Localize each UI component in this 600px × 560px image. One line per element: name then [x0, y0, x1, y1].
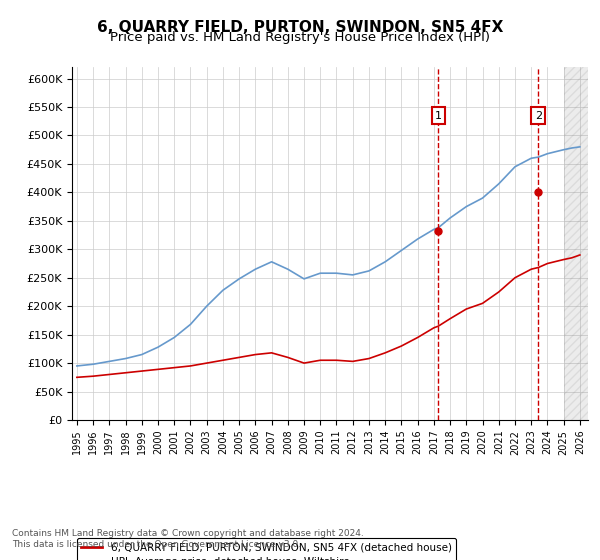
Text: 6, QUARRY FIELD, PURTON, SWINDON, SN5 4FX: 6, QUARRY FIELD, PURTON, SWINDON, SN5 4F… [97, 20, 503, 35]
Text: Contains HM Land Registry data © Crown copyright and database right 2024.
This d: Contains HM Land Registry data © Crown c… [12, 529, 364, 549]
Text: 1: 1 [435, 110, 442, 120]
Text: Price paid vs. HM Land Registry's House Price Index (HPI): Price paid vs. HM Land Registry's House … [110, 31, 490, 44]
Text: 2: 2 [535, 110, 542, 120]
Legend: 6, QUARRY FIELD, PURTON, SWINDON, SN5 4FX (detached house), HPI: Average price, : 6, QUARRY FIELD, PURTON, SWINDON, SN5 4F… [77, 538, 456, 560]
